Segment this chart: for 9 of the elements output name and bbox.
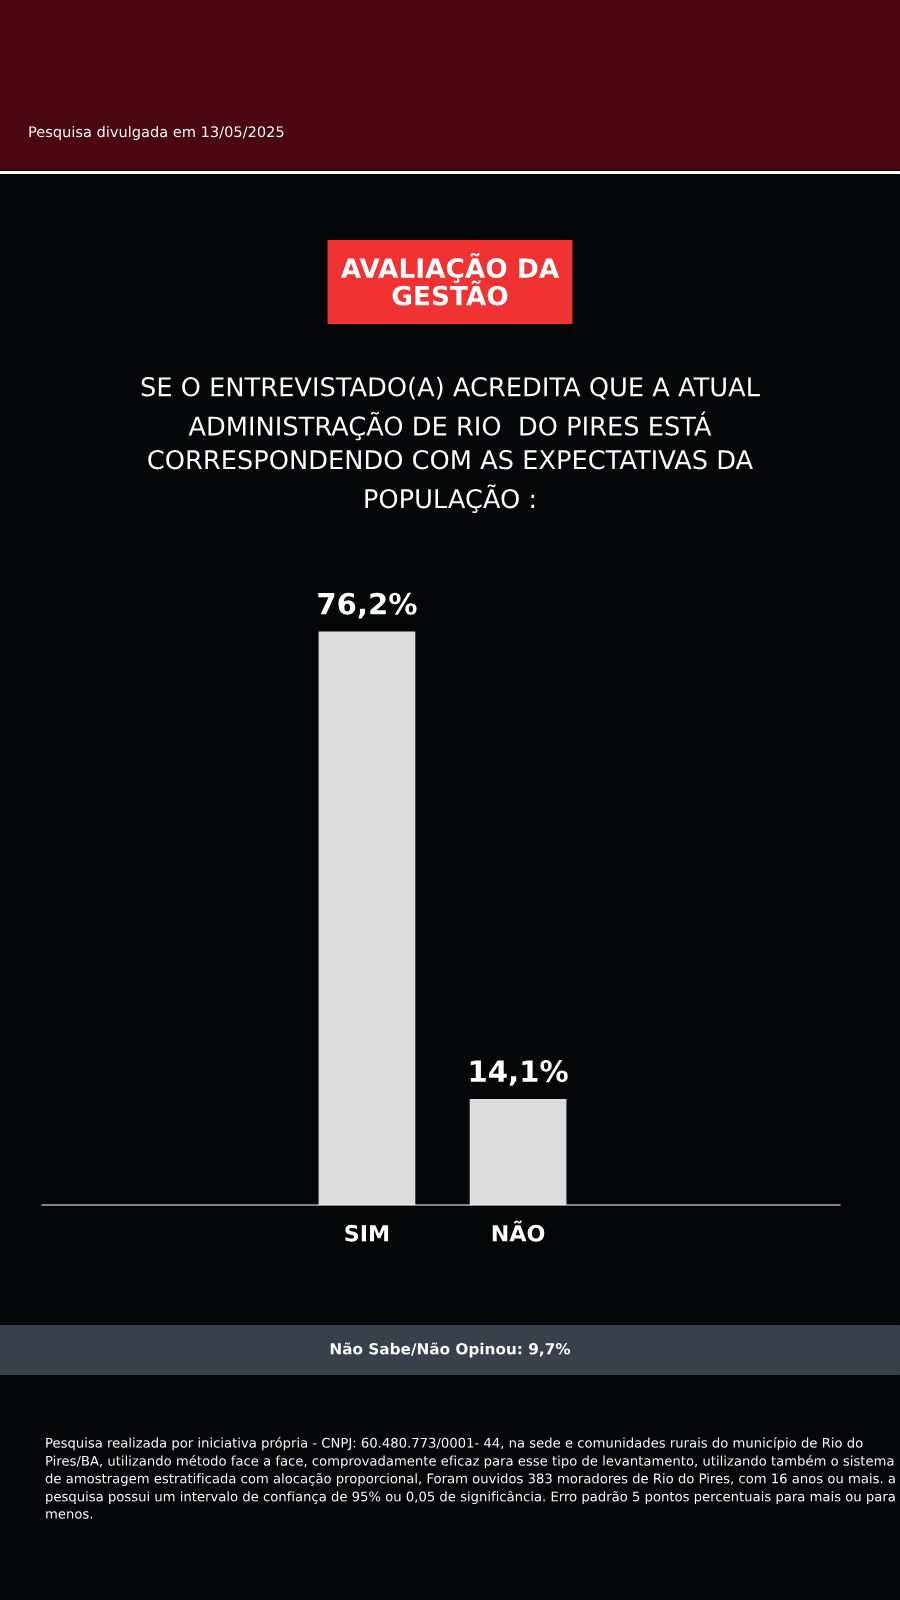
text: Pesquisa divulgada em 13/05/2025	[29, 125, 284, 141]
chart-title: AVALIAÇÃO DA GESTÃO	[340, 252, 560, 306]
x-tick-label: NÃO	[492, 1220, 545, 1242]
text: Pesquisa realizada por iniciativa própria - CNPJ: 60.480.773/0001- 44, na sede e comunidades rurais do município de Rio do Pires/BA, utilizando método face a face, comprovadamente eficaz para esse tipo de levantamento, utilizando também o sistema de amostragem estratificada com alocação proporcional, Foram ouvidos 383 moradores de Rio do Pires, com 16 anos ou mais. a pesquisa possui um intervalo de confiança de 95% ou 0,05 de significância. Erro padrão 5 pontos percentuais para mais ou para menos.	[45, 1437, 895, 1519]
data-label: 76,2%	[318, 592, 417, 619]
chart-subtitle: SE O ENTREVISTADO(A) ACREDITA QUE A ATUAL ADMINISTRAÇÃO DE RIO DO PIRES ESTÁ CORRESPONDENDO COM AS EXPECTATIVAS DA POPULAÇÃO :	[141, 376, 760, 513]
text: Não Sabe/Não Opinou: 9,7%	[330, 1342, 571, 1358]
data-label: 14,1%	[470, 1060, 568, 1086]
x-tick-label: SIM	[345, 1224, 389, 1242]
